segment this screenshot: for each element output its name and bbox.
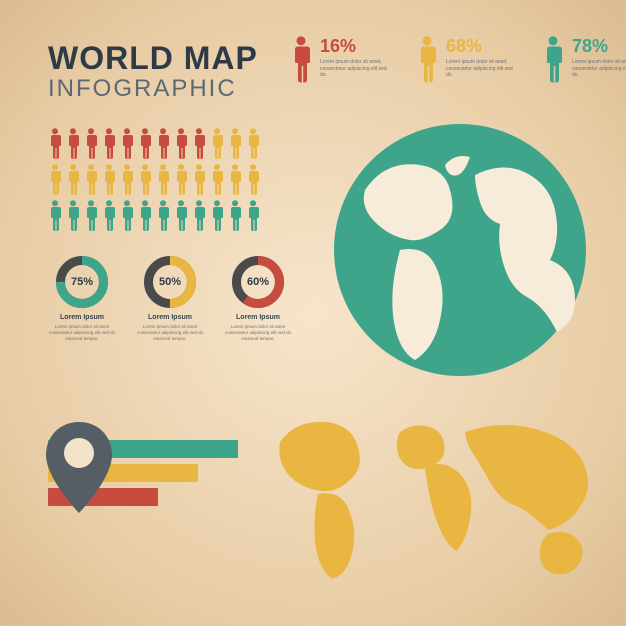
donut-headline: Lorem Ipsum bbox=[224, 314, 292, 321]
stat-lorem: Lorem ipsum dolor sit amet, consectetur … bbox=[572, 59, 626, 79]
stat-lorem: Lorem ipsum dolor sit amet, consectetur … bbox=[446, 59, 516, 79]
donut-item: 60% Lorem Ipsum Lorem ipsum dolor sit am… bbox=[224, 256, 292, 342]
donut-row: 75% Lorem Ipsum Lorem ipsum dolor sit am… bbox=[48, 256, 292, 342]
person-icon bbox=[246, 200, 260, 232]
person-icon bbox=[84, 200, 98, 232]
person-icon bbox=[246, 128, 260, 160]
title-line2: INFOGRAPHIC bbox=[48, 75, 258, 103]
stat-percent: 16% bbox=[320, 36, 390, 57]
person-icon bbox=[228, 164, 242, 196]
person-icon bbox=[138, 128, 152, 160]
people-row bbox=[48, 200, 260, 232]
person-icon bbox=[66, 164, 80, 196]
title-line1: WORLD MAP bbox=[48, 40, 258, 77]
person-icon bbox=[290, 36, 312, 84]
person-icon bbox=[156, 200, 170, 232]
stat-item: 78% Lorem ipsum dolor sit amet, consecte… bbox=[542, 36, 626, 84]
people-grid bbox=[48, 128, 260, 232]
donut-percent: 75% bbox=[56, 256, 108, 308]
person-icon bbox=[156, 164, 170, 196]
person-icon bbox=[138, 200, 152, 232]
person-icon bbox=[246, 164, 260, 196]
stat-percent: 68% bbox=[446, 36, 516, 57]
person-icon bbox=[84, 164, 98, 196]
person-icon bbox=[210, 128, 224, 160]
top-stats-row: 16% Lorem ipsum dolor sit amet, consecte… bbox=[290, 36, 626, 84]
stat-lorem: Lorem ipsum dolor sit amet, consectetur … bbox=[320, 59, 390, 79]
stat-percent: 78% bbox=[572, 36, 626, 57]
donut-headline: Lorem Ipsum bbox=[136, 314, 204, 321]
person-icon bbox=[66, 200, 80, 232]
donut-headline: Lorem Ipsum bbox=[48, 314, 116, 321]
person-icon bbox=[84, 128, 98, 160]
person-icon bbox=[120, 128, 134, 160]
title-block: WORLD MAP INFOGRAPHIC bbox=[48, 40, 258, 103]
donut-lorem: Lorem ipsum dolor sit amet consectetur a… bbox=[48, 324, 116, 342]
map-pin-icon bbox=[40, 418, 118, 518]
person-icon bbox=[102, 128, 116, 160]
person-icon bbox=[102, 200, 116, 232]
person-icon bbox=[102, 164, 116, 196]
donut-percent: 60% bbox=[232, 256, 284, 308]
person-icon bbox=[174, 128, 188, 160]
person-icon bbox=[542, 36, 564, 84]
person-icon bbox=[66, 128, 80, 160]
person-icon bbox=[120, 200, 134, 232]
person-icon bbox=[138, 164, 152, 196]
world-map-icon bbox=[260, 402, 610, 582]
people-row bbox=[48, 164, 260, 196]
donut-chart: 60% bbox=[232, 256, 284, 308]
person-icon bbox=[210, 164, 224, 196]
person-icon bbox=[210, 200, 224, 232]
person-icon bbox=[192, 164, 206, 196]
donut-chart: 50% bbox=[144, 256, 196, 308]
person-icon bbox=[192, 128, 206, 160]
person-icon bbox=[48, 128, 62, 160]
person-icon bbox=[48, 164, 62, 196]
person-icon bbox=[192, 200, 206, 232]
stat-item: 16% Lorem ipsum dolor sit amet, consecte… bbox=[290, 36, 390, 84]
person-icon bbox=[228, 128, 242, 160]
donut-lorem: Lorem ipsum dolor sit amet consectetur a… bbox=[136, 324, 204, 342]
donut-percent: 50% bbox=[144, 256, 196, 308]
people-row bbox=[48, 128, 260, 160]
person-icon bbox=[228, 200, 242, 232]
donut-lorem: Lorem ipsum dolor sit amet consectetur a… bbox=[224, 324, 292, 342]
person-icon bbox=[174, 200, 188, 232]
globe-icon bbox=[330, 120, 590, 380]
person-icon bbox=[156, 128, 170, 160]
stat-item: 68% Lorem ipsum dolor sit amet, consecte… bbox=[416, 36, 516, 84]
person-icon bbox=[48, 200, 62, 232]
donut-chart: 75% bbox=[56, 256, 108, 308]
person-icon bbox=[174, 164, 188, 196]
person-icon bbox=[120, 164, 134, 196]
donut-item: 75% Lorem Ipsum Lorem ipsum dolor sit am… bbox=[48, 256, 116, 342]
donut-item: 50% Lorem Ipsum Lorem ipsum dolor sit am… bbox=[136, 256, 204, 342]
person-icon bbox=[416, 36, 438, 84]
